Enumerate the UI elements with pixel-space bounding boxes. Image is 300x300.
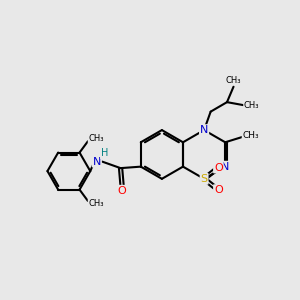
Text: CH₃: CH₃ [88, 199, 104, 208]
Text: O: O [214, 185, 223, 195]
Text: CH₃: CH₃ [226, 76, 241, 85]
Text: O: O [214, 163, 223, 172]
Text: CH₃: CH₃ [242, 131, 259, 140]
Text: N: N [93, 157, 101, 166]
Text: S: S [200, 174, 208, 184]
Text: H: H [101, 148, 108, 158]
Text: N: N [200, 125, 208, 135]
Text: CH₃: CH₃ [88, 134, 104, 143]
Text: O: O [118, 186, 126, 196]
Text: N: N [221, 162, 230, 172]
Text: CH₃: CH₃ [244, 100, 260, 109]
